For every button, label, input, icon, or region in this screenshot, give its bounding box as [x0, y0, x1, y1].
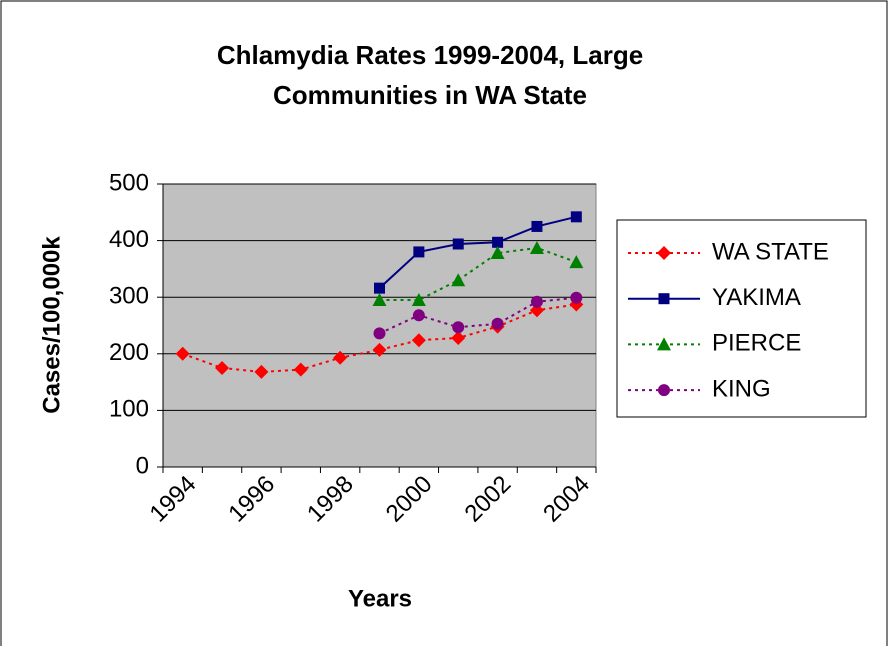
y-axis-label: Cases/100,000k [38, 236, 65, 414]
y-tick-label: 0 [136, 452, 149, 479]
data-point [531, 220, 543, 232]
plot-area [162, 183, 597, 468]
data-point [570, 291, 583, 304]
y-tick-label: 500 [109, 169, 149, 196]
data-point [490, 246, 505, 260]
data-point [491, 317, 504, 330]
series-line [379, 246, 577, 302]
data-point [451, 330, 466, 345]
data-point [411, 333, 426, 348]
data-point [372, 342, 387, 357]
chart-title: Communities in WA State [273, 80, 587, 110]
data-point [215, 360, 230, 375]
data-point [451, 273, 466, 287]
series-line [378, 215, 577, 289]
data-point [569, 255, 584, 269]
y-tick-label: 400 [109, 226, 149, 253]
data-point [175, 346, 190, 361]
data-point [492, 236, 504, 248]
data-point [529, 303, 544, 318]
data-point [412, 309, 425, 322]
legend-label: PIERCE [712, 330, 801, 357]
data-point [530, 295, 543, 308]
legend-marker [657, 246, 671, 260]
y-tick-label: 300 [109, 283, 149, 310]
data-point [529, 240, 544, 254]
series-line [182, 303, 577, 373]
data-point [452, 238, 464, 250]
data-point [452, 321, 465, 334]
legend-marker [657, 337, 671, 351]
y-tick-label: 100 [109, 396, 149, 423]
legend-marker [658, 293, 670, 305]
x-axis-label: Years [348, 585, 412, 612]
data-point [333, 350, 348, 365]
legend-label: YAKIMA [712, 284, 801, 311]
data-point [373, 327, 386, 340]
data-point [570, 211, 582, 223]
legend-marker [658, 384, 670, 397]
data-point [372, 293, 387, 307]
data-point [411, 293, 426, 307]
y-tick-label: 200 [109, 339, 149, 366]
chart-title: Chlamydia Rates 1999-2004, Large [217, 40, 643, 70]
data-point [254, 364, 269, 379]
data-point [293, 362, 308, 377]
legend-label: WA STATE [712, 238, 829, 265]
legend-label: KING [712, 375, 771, 402]
data-point [413, 246, 425, 258]
series-line [379, 296, 577, 335]
data-point [374, 282, 385, 294]
